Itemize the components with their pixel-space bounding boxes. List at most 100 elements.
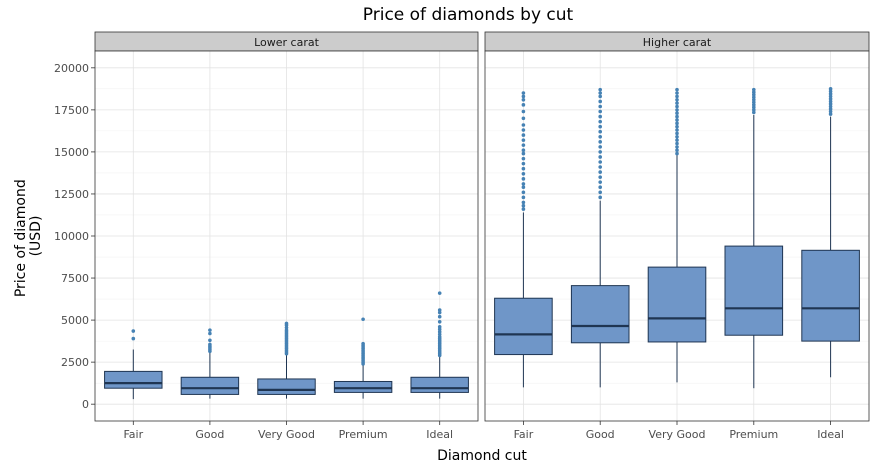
x-tick-label: Good: [586, 428, 615, 441]
outlier-point: [521, 116, 526, 121]
outlier-point: [361, 341, 365, 346]
outlier-point: [675, 108, 679, 112]
x-tick-label: Ideal: [426, 428, 453, 441]
outlier-point: [828, 92, 833, 96]
box-body: [724, 245, 784, 336]
x-tick-label: Fair: [123, 428, 143, 441]
outlier-point: [752, 92, 756, 97]
outlier-point: [828, 112, 833, 116]
outlier-point: [437, 325, 442, 329]
outlier-point: [521, 185, 526, 190]
outlier-point: [752, 95, 756, 100]
y-tick-label: 7500: [61, 272, 89, 285]
outlier-point: [598, 91, 602, 95]
outlier-point: [675, 151, 679, 156]
y-tick-label: 2500: [61, 356, 89, 369]
outlier-point: [598, 190, 602, 195]
outlier-point: [521, 207, 526, 211]
outlier-point: [752, 100, 756, 105]
x-tick-label: Very Good: [258, 428, 315, 441]
box-body: [494, 297, 553, 356]
outlier-point: [675, 131, 679, 136]
outlier-point: [208, 342, 212, 347]
outlier-point: [521, 91, 526, 95]
outlier-point: [598, 185, 602, 190]
box-good: [570, 87, 630, 388]
x-axis-title: Diamond cut: [437, 448, 527, 464]
x-tick-label: Good: [195, 428, 224, 441]
outlier-point: [598, 87, 602, 92]
outlier-point: [598, 134, 602, 139]
outlier-point: [521, 103, 526, 107]
outlier-point: [752, 90, 756, 95]
outlier-point: [437, 335, 442, 339]
outlier-point: [437, 330, 442, 334]
outlier-point: [598, 109, 602, 114]
y-axis-title-line-2: (USD): [28, 216, 44, 257]
outlier-point: [598, 104, 602, 109]
outlier-point: [675, 87, 679, 92]
box-ideal: [410, 291, 469, 399]
y-axis: 0 2500 5000 7500 10000 12500 15000 17500 20000: [54, 62, 95, 411]
outlier-point: [752, 110, 756, 115]
box-body: [801, 249, 860, 342]
outlier-point: [521, 171, 526, 176]
outlier-point: [675, 148, 679, 153]
outlier-point: [598, 114, 602, 119]
outlier-point: [521, 109, 526, 114]
x-tick-label: Premium: [729, 428, 778, 441]
outlier-point: [598, 175, 602, 179]
outlier-point: [675, 91, 679, 95]
outlier-point: [675, 111, 679, 116]
outlier-point: [675, 134, 679, 139]
outlier-point: [437, 291, 442, 295]
box-body: [410, 376, 469, 393]
outlier-point: [675, 124, 679, 129]
facet-strip-label: Lower carat: [254, 36, 320, 49]
chart-title: Price of diamonds by cut: [363, 5, 574, 25]
outlier-point: [284, 328, 289, 332]
box-body: [570, 285, 630, 344]
box-fair: [104, 329, 163, 400]
outlier-point: [752, 103, 756, 107]
outlier-point: [521, 161, 526, 166]
outlier-point: [598, 140, 602, 144]
y-tick-label: 10000: [54, 230, 89, 243]
outlier-point: [521, 190, 526, 195]
outlier-point: [361, 317, 365, 322]
outlier-point: [521, 203, 526, 208]
panels: Lower carat Fair Good Very Good Premium Ideal…: [94, 31, 870, 441]
outlier-point: [675, 121, 679, 126]
outlier-point: [598, 195, 602, 200]
outlier-point: [521, 143, 526, 147]
box-premium: [724, 87, 784, 389]
y-axis-title: Price of diamond (USD): [13, 175, 44, 297]
outlier-point: [598, 150, 602, 154]
box-body: [257, 378, 316, 395]
outlier-point: [521, 200, 526, 205]
outlier-point: [598, 180, 602, 184]
outlier-point: [598, 99, 602, 104]
outlier-point: [521, 156, 526, 161]
outlier-point: [521, 123, 526, 127]
outlier-point: [828, 104, 833, 109]
outlier-point: [521, 94, 526, 99]
outlier-point: [828, 99, 833, 104]
outlier-point: [828, 109, 833, 114]
outlier-point: [598, 119, 602, 124]
outlier-point: [521, 182, 526, 186]
outlier-point: [752, 108, 756, 112]
outlier-point: [675, 104, 679, 109]
x-tick-label: Ideal: [817, 428, 844, 441]
outlier-point: [828, 97, 833, 101]
outlier-point: [675, 138, 679, 142]
outlier-point: [752, 87, 756, 92]
outlier-point: [208, 338, 212, 343]
x-tick-label: Premium: [339, 428, 388, 441]
outlier-point: [828, 102, 833, 106]
x-tick-label: Fair: [514, 428, 534, 441]
outlier-point: [437, 332, 442, 337]
outlier-point: [598, 94, 602, 99]
box-fair: [494, 91, 553, 388]
